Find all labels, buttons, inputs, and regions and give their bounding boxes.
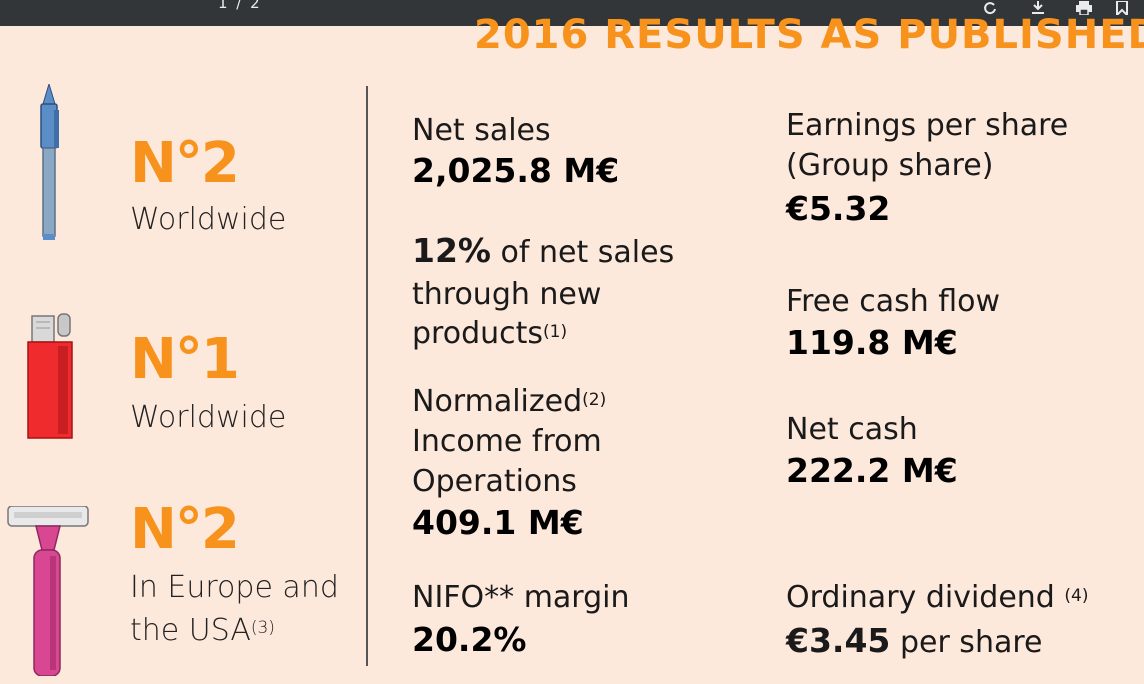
vertical-divider — [366, 86, 368, 666]
new-products-label-line3-wrap: products(1) — [412, 314, 567, 354]
razor-icon — [7, 506, 89, 676]
footnote-4: (4) — [1064, 586, 1089, 606]
dividend-label: Ordinary dividend — [786, 580, 1055, 615]
rank-shavers-scope-line2: the USA — [130, 613, 251, 648]
footnote-1: (1) — [543, 322, 568, 342]
rank-pens-scope: Worldwide — [130, 202, 287, 237]
net-sales-label: Net sales — [412, 113, 551, 148]
normalized-label-line1: Normalized — [412, 384, 583, 419]
lighter-icon — [27, 313, 73, 439]
rank-shavers-scope-line1: In Europe and — [130, 570, 339, 605]
normalized-label-line3: Operations — [412, 464, 577, 499]
download-icon[interactable] — [1026, 0, 1050, 16]
rank-lighters-scope: Worldwide — [130, 400, 287, 435]
slide-title: 2016 RESULTS AS PUBLISHED — [474, 12, 1144, 58]
free-cash-flow-label: Free cash flow — [786, 284, 1001, 319]
dividend-suffix: per share — [899, 625, 1043, 660]
rank-pens: N°2 — [130, 131, 240, 196]
new-products-value: 12% — [412, 231, 491, 270]
normalized-income-value: 409.1 M€ — [412, 503, 584, 542]
dividend-label-wrap: Ordinary dividend (4) — [786, 578, 1088, 618]
dividend-value-wrap: €3.45 per share — [786, 621, 1042, 663]
print-icon[interactable] — [1072, 0, 1096, 16]
rank-lighters: N°1 — [130, 327, 240, 392]
eps-value: €5.32 — [786, 189, 891, 228]
eps-label-line2: (Group share) — [786, 148, 994, 183]
dividend-value: €3.45 — [786, 621, 891, 660]
rank-shavers: N°2 — [130, 497, 240, 562]
pen-icon — [40, 84, 59, 240]
nifo-margin-value: 20.2% — [412, 620, 527, 659]
eps-label-line1: Earnings per share — [786, 108, 1069, 143]
new-products-label-line3: products — [412, 316, 544, 351]
bookmark-icon[interactable] — [1110, 0, 1134, 16]
free-cash-flow-value: 119.8 M€ — [786, 323, 958, 362]
rotate-icon[interactable] — [978, 0, 1002, 16]
pdf-toolbar: 1 / 2 — [0, 0, 1144, 26]
net-cash-value: 222.2 M€ — [786, 451, 958, 490]
normalized-label-line1-wrap: Normalized(2) — [412, 382, 606, 422]
new-products-label-line2: through new — [412, 277, 602, 312]
normalized-label-line2: Income from — [412, 424, 602, 459]
net-sales-value: 2,025.8 M€ — [412, 151, 620, 190]
new-products-text: 12% of net sales — [412, 231, 674, 273]
nifo-margin-label: NIFO** margin — [412, 580, 630, 615]
footnote-2: (2) — [582, 390, 607, 410]
net-cash-label: Net cash — [786, 412, 918, 447]
new-products-label-line1: of net sales — [500, 235, 675, 270]
page-indicator: 1 / 2 — [218, 0, 262, 12]
footnote-3: (3) — [250, 618, 275, 638]
rank-shavers-scope: In Europe and the USA(3) — [130, 566, 339, 652]
